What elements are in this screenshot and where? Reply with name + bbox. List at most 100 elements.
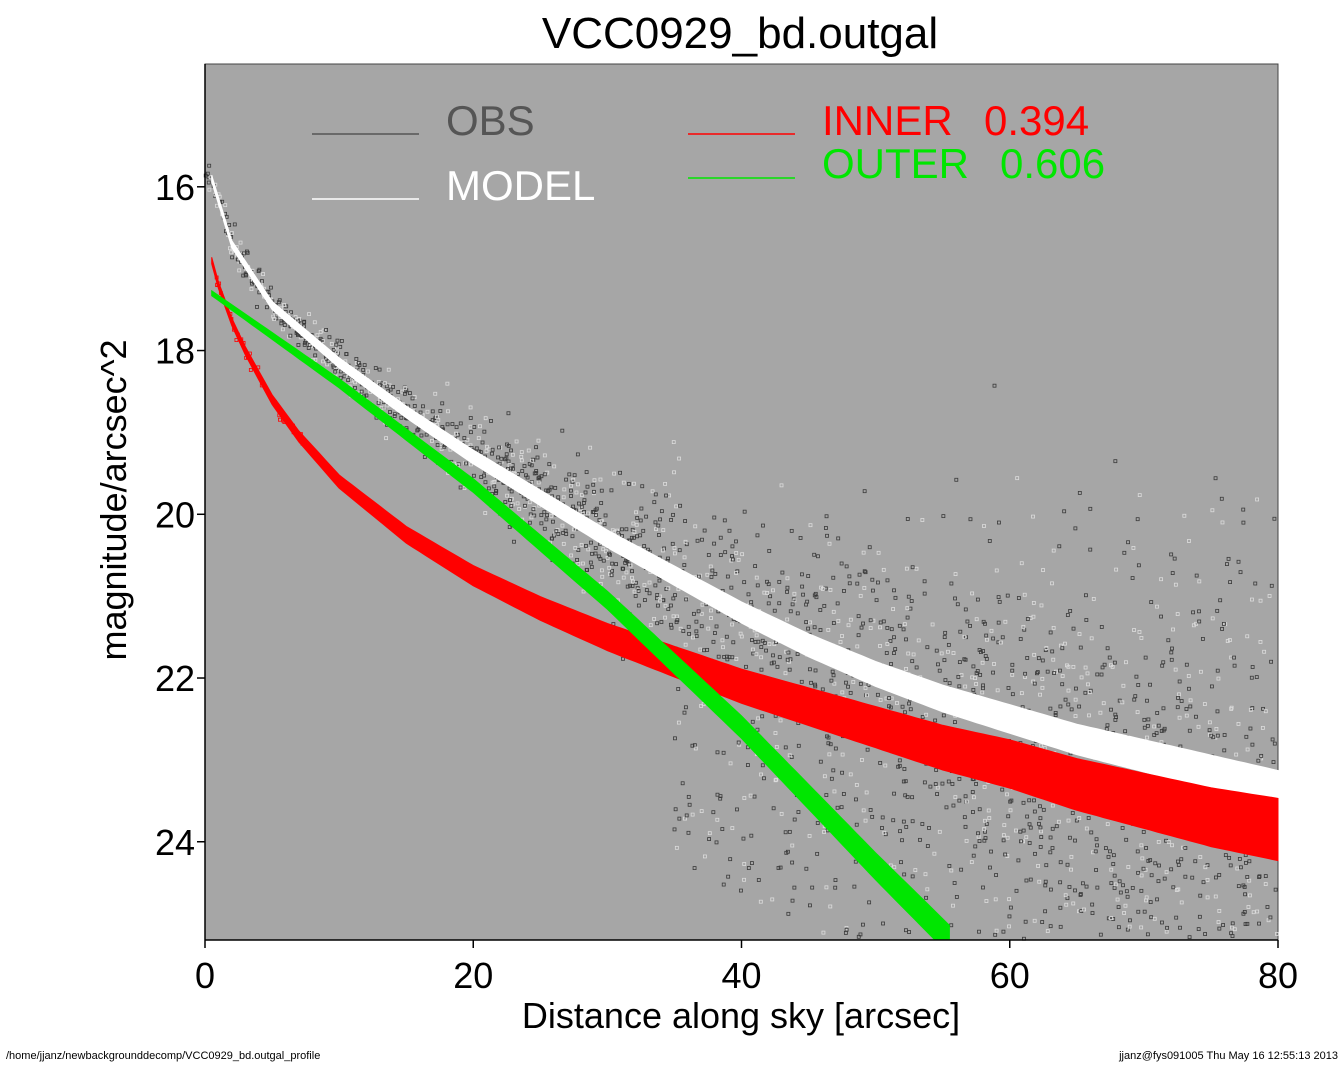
obs-point	[1121, 683, 1126, 688]
obs-point	[1132, 697, 1137, 702]
obs-point	[791, 597, 796, 602]
obs-point	[971, 853, 976, 858]
obs-point	[971, 795, 976, 800]
obs-point	[430, 418, 435, 423]
obs-point	[536, 480, 541, 485]
obs-point	[1141, 866, 1146, 871]
obs-point	[1086, 682, 1090, 687]
obs-point	[709, 608, 713, 613]
obs-point	[605, 556, 610, 560]
obs-point	[1245, 747, 1250, 752]
obs-point	[994, 928, 999, 933]
obs-point	[728, 761, 733, 766]
inner-point	[228, 312, 233, 316]
obs-point	[773, 731, 778, 735]
obs-point	[1213, 894, 1218, 899]
obs-point	[1058, 668, 1062, 673]
obs-point	[315, 333, 320, 338]
obs-point	[1238, 865, 1243, 870]
obs-point	[1043, 879, 1048, 884]
obs-point	[985, 637, 989, 642]
obs-point	[1187, 686, 1191, 691]
obs-point	[759, 667, 764, 672]
obs-point	[1137, 493, 1142, 498]
obs-point	[602, 522, 607, 527]
obs-point	[1005, 792, 1009, 797]
obs-point	[1077, 909, 1081, 914]
obs-point	[773, 778, 778, 783]
obs-point	[1073, 838, 1077, 843]
obs-point	[1090, 902, 1095, 907]
obs-point	[1037, 821, 1041, 826]
obs-point	[1139, 636, 1144, 640]
obs-point	[1036, 656, 1041, 661]
obs-point	[597, 518, 602, 523]
obs-point	[699, 809, 704, 814]
obs-point	[970, 790, 975, 794]
obs-point	[1205, 895, 1210, 900]
obs-point	[462, 486, 467, 491]
obs-point	[910, 819, 915, 824]
obs-point	[861, 621, 865, 626]
obs-point	[901, 627, 906, 632]
obs-point	[994, 568, 999, 573]
obs-point	[483, 416, 488, 421]
obs-point	[839, 805, 844, 810]
obs-point	[1040, 685, 1045, 690]
obs-point	[1032, 798, 1036, 803]
obs-point	[1196, 927, 1201, 931]
obs-point	[1272, 741, 1277, 746]
obs-point	[832, 789, 837, 794]
inner-point	[273, 403, 278, 408]
obs-point	[714, 624, 719, 629]
obs-point	[1073, 526, 1078, 531]
obs-point	[534, 471, 539, 475]
obs-point	[737, 742, 742, 747]
obs-point	[771, 806, 776, 811]
obs-point	[630, 579, 635, 584]
obs-point	[445, 422, 450, 427]
obs-point	[677, 816, 682, 821]
obs-point	[1010, 692, 1015, 697]
obs-point	[220, 199, 225, 204]
obs-point	[1209, 684, 1214, 689]
obs-point	[1126, 540, 1130, 545]
obs-point	[607, 565, 612, 570]
obs-point	[584, 470, 589, 475]
obs-point	[1260, 726, 1265, 730]
obs-point	[870, 577, 875, 582]
obs-point	[1068, 609, 1073, 613]
obs-point	[897, 623, 902, 628]
obs-point	[638, 518, 643, 523]
obs-point	[1031, 614, 1036, 619]
obs-point	[1070, 811, 1075, 815]
obs-point	[721, 645, 725, 650]
obs-point	[674, 845, 679, 850]
obs-point	[537, 475, 542, 480]
obs-point	[1153, 861, 1158, 866]
obs-point	[335, 338, 340, 343]
obs-point	[959, 867, 964, 872]
obs-point	[585, 484, 590, 489]
obs-point	[787, 829, 792, 834]
obs-point	[815, 821, 820, 825]
obs-point	[933, 718, 938, 723]
obs-point	[734, 539, 738, 544]
obs-point	[1103, 846, 1108, 851]
obs-point	[684, 597, 689, 602]
obs-point	[1025, 617, 1030, 621]
obs-point	[914, 566, 919, 571]
obs-point	[672, 827, 677, 832]
obs-point	[616, 580, 621, 585]
obs-point	[840, 752, 845, 757]
obs-point	[542, 526, 547, 531]
obs-point	[991, 670, 995, 675]
obs-point	[517, 507, 522, 511]
obs-point	[1169, 552, 1174, 557]
obs-point	[1050, 826, 1055, 831]
obs-point	[1003, 619, 1008, 624]
inner-point	[217, 281, 222, 286]
obs-point	[1088, 506, 1093, 511]
obs-point	[419, 433, 424, 438]
obs-point	[984, 656, 989, 661]
